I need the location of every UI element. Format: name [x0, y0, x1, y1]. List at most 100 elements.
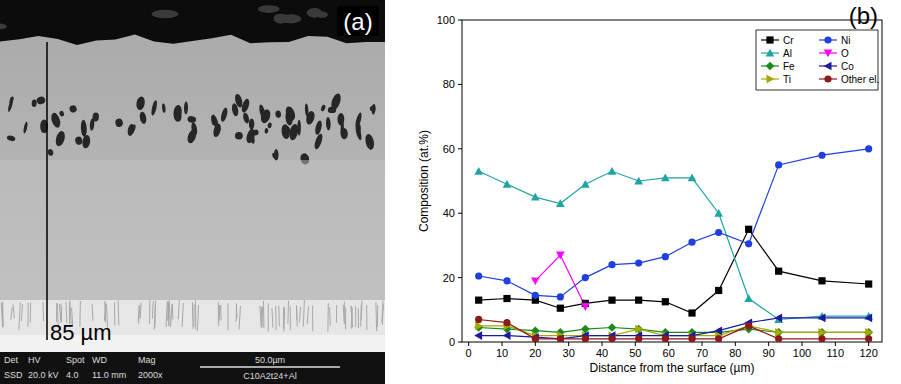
streak: [236, 303, 238, 322]
x-tick-label: 120: [859, 347, 877, 359]
streak: [114, 302, 115, 326]
streak: [1, 303, 2, 328]
x-tick-label: 0: [466, 347, 472, 359]
pore: [184, 101, 188, 114]
data-point: [608, 335, 615, 342]
x-tick: [702, 342, 703, 346]
legend-label: Ti: [783, 74, 791, 85]
pore: [212, 123, 222, 138]
label-bg: [337, 6, 379, 36]
info-bar: [0, 352, 385, 384]
data-point: [557, 293, 564, 300]
streak: [218, 302, 219, 326]
x-tick: [802, 342, 803, 346]
data-point: [475, 272, 482, 279]
data-point: [714, 209, 723, 217]
streak: [197, 305, 198, 331]
streak: [118, 300, 120, 325]
legend-marker: [824, 75, 831, 82]
data-point: [608, 323, 617, 332]
streak: [21, 304, 22, 321]
streak: [140, 303, 142, 319]
streak: [30, 302, 31, 322]
y-tick: [458, 148, 462, 149]
info-header: Mag: [138, 355, 156, 365]
mount: [0, 0, 385, 45]
pore: [59, 110, 65, 117]
legend-label: Cr: [783, 35, 794, 46]
info-value: 11.0 mm: [92, 370, 126, 380]
streak: [172, 304, 174, 319]
data-point: [688, 309, 695, 316]
data-point: [475, 316, 482, 323]
x-tick-label: 10: [496, 347, 508, 359]
data-point: [581, 180, 590, 188]
streak: [283, 307, 285, 331]
streak: [19, 302, 20, 329]
x-axis-title: Distance from the surface (µm): [590, 361, 755, 375]
data-point: [775, 161, 782, 168]
y-tick-label: 0: [449, 336, 455, 348]
x-tick-label: 100: [793, 347, 811, 359]
pore: [364, 133, 375, 150]
data-point: [503, 319, 510, 326]
pore: [313, 133, 324, 150]
streak: [327, 303, 328, 331]
particle: [317, 11, 328, 17]
info-value: 20.0 kV: [28, 370, 59, 380]
pore: [242, 112, 250, 124]
pore: [284, 105, 297, 122]
legend-label: Al: [783, 48, 792, 59]
legend-label: Other el.: [841, 74, 879, 85]
y-tick: [458, 342, 462, 343]
legend-label: Ni: [841, 35, 850, 46]
streak: [375, 302, 377, 331]
streak: [361, 300, 363, 320]
chart: 0102030405060708090100110120020406080100…: [417, 14, 882, 375]
data-point: [503, 295, 510, 302]
pore: [297, 120, 301, 136]
pore: [281, 124, 291, 140]
streak: [355, 306, 356, 327]
data-point: [662, 298, 669, 305]
streak: [299, 307, 300, 323]
streak: [312, 305, 313, 331]
streak: [28, 303, 29, 327]
pore: [74, 136, 82, 145]
y-tick-label: 20: [443, 272, 455, 284]
data-point: [608, 167, 617, 175]
pore: [7, 99, 14, 113]
pore: [234, 93, 244, 108]
particle: [0, 24, 7, 30]
streak: [382, 304, 383, 324]
pore: [249, 119, 254, 130]
legend-marker: [824, 36, 831, 43]
pore: [186, 128, 198, 144]
streak: [303, 300, 304, 327]
y-tick-label: 60: [443, 143, 455, 155]
data-point: [556, 199, 565, 207]
x-tick: [635, 342, 636, 346]
streak: [193, 304, 194, 326]
data-point: [688, 239, 695, 246]
streak: [329, 307, 331, 325]
thickness-line: [46, 42, 48, 340]
data-point: [503, 277, 510, 284]
streak: [169, 300, 170, 327]
data-point: [582, 335, 589, 342]
x-tick: [768, 342, 769, 346]
data-point: [608, 297, 615, 304]
data-point: [475, 297, 482, 304]
pore: [89, 118, 94, 131]
data-point: [775, 268, 782, 275]
info-value: SSD: [4, 370, 23, 380]
scale-bar: [200, 366, 340, 368]
data-point: [662, 335, 669, 342]
pore: [150, 100, 158, 116]
legend-marker: [824, 62, 832, 71]
pore: [31, 99, 37, 107]
streak: [59, 304, 61, 320]
streak: [152, 301, 153, 319]
y-tick: [458, 277, 462, 278]
pore: [211, 115, 216, 125]
